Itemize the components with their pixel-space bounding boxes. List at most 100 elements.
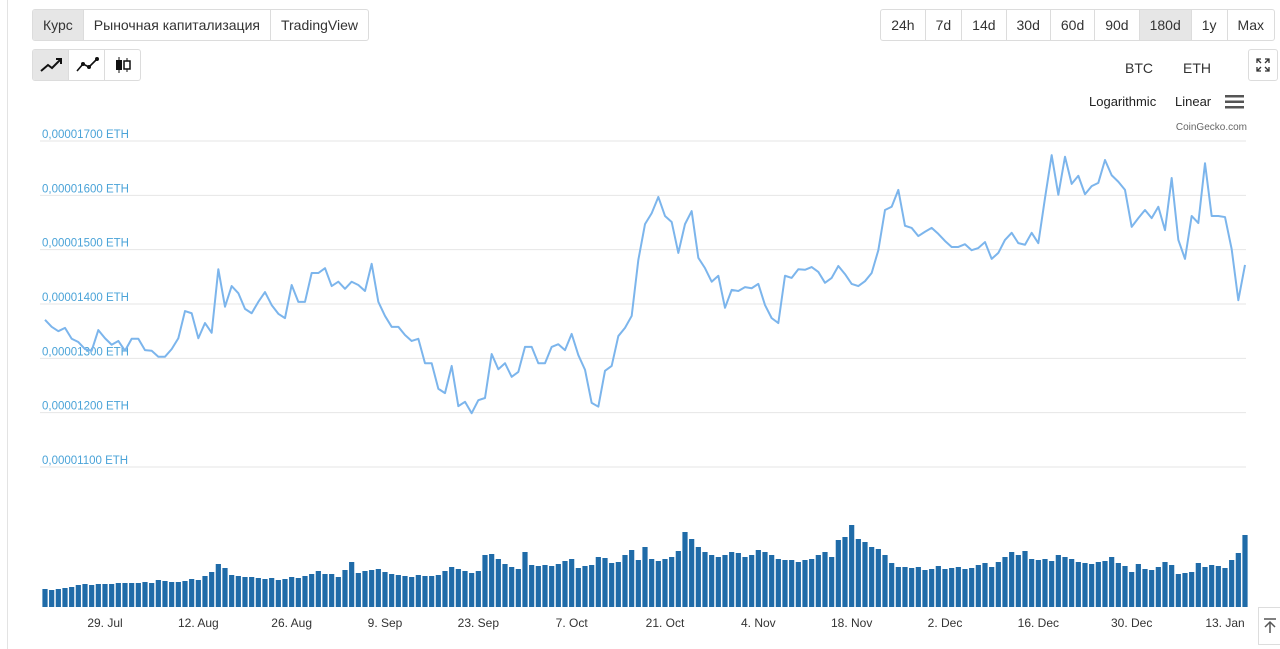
- volume-bar: [469, 573, 475, 607]
- volume-bar: [1082, 563, 1088, 607]
- range-button[interactable]: 14d: [962, 10, 1007, 40]
- volume-bar: [949, 568, 955, 607]
- scale-log[interactable]: Logarithmic: [1089, 94, 1157, 109]
- volume-bar: [562, 561, 568, 607]
- volume-bar: [295, 578, 301, 607]
- x-tick-label: 21. Oct: [646, 616, 685, 630]
- x-tick-label: 26. Aug: [271, 616, 312, 630]
- volume-bar: [589, 565, 595, 607]
- volume-bar: [842, 537, 848, 607]
- volume-bar: [922, 570, 928, 607]
- volume-bar: [1142, 569, 1148, 607]
- volume-bar: [382, 572, 388, 607]
- expand-icon: [1256, 58, 1270, 72]
- volume-bar: [1229, 560, 1235, 607]
- volume-bar: [929, 569, 935, 607]
- toggle[interactable]: ETH: [1183, 60, 1211, 76]
- volume-bar: [649, 559, 655, 607]
- volume-bar: [762, 552, 768, 607]
- volume-bar: [1222, 568, 1228, 607]
- volume-bar: [735, 553, 741, 607]
- volume-bar: [749, 555, 755, 607]
- volume-bar: [489, 554, 495, 607]
- volume-bar: [1149, 570, 1155, 607]
- range-button[interactable]: 30d: [1007, 10, 1051, 40]
- volume-bar: [815, 555, 821, 607]
- range-button[interactable]: 90d: [1095, 10, 1140, 40]
- expand-button[interactable]: [1248, 49, 1278, 81]
- x-tick-label: 2. Dec: [928, 616, 963, 630]
- range-button[interactable]: 24h: [881, 10, 926, 40]
- point-chart-button[interactable]: [69, 50, 105, 80]
- menu-icon[interactable]: [1225, 94, 1245, 110]
- volume-bar: [482, 555, 488, 607]
- volume-bar: [1175, 574, 1181, 607]
- volume-bar: [422, 576, 428, 607]
- volume-bar: [1169, 565, 1175, 607]
- volume-bar: [82, 584, 88, 607]
- range-button[interactable]: 7d: [926, 10, 963, 40]
- x-tick-label: 29. Jul: [87, 616, 122, 630]
- volume-bar: [875, 549, 881, 607]
- x-tick-label: 4. Nov: [741, 616, 776, 630]
- volume-bar: [955, 567, 961, 607]
- volume-bar: [169, 582, 175, 607]
- volume-bar: [789, 560, 795, 607]
- tab[interactable]: TradingView: [280, 17, 359, 33]
- candle-chart-button[interactable]: [105, 50, 140, 80]
- volume-bar: [775, 559, 781, 607]
- volume-bar: [409, 577, 415, 607]
- volume-bar: [1235, 553, 1241, 607]
- volume-bar: [522, 552, 528, 607]
- volume-bar: [55, 589, 61, 607]
- range-button[interactable]: 1y: [1192, 10, 1228, 40]
- volume-bar: [969, 568, 975, 607]
- scroll-top-button[interactable]: [1258, 607, 1280, 645]
- volume-bar: [115, 583, 121, 607]
- volume-bar: [669, 557, 675, 607]
- volume-bar: [1202, 567, 1208, 607]
- volume-bar: [349, 562, 355, 607]
- volume-bar: [402, 576, 408, 607]
- volume-bar: [755, 550, 761, 607]
- tab[interactable]: Рыночная капитализация: [84, 10, 271, 40]
- volume-bar: [1042, 559, 1048, 607]
- y-tick-label: 0,00001400 ETH: [42, 292, 129, 304]
- y-tick-label: 0,00001300 ETH: [42, 346, 129, 358]
- volume-bar: [462, 571, 468, 607]
- volume-bar: [1215, 566, 1221, 607]
- volume-bar: [909, 568, 915, 607]
- volume-bar: [862, 542, 868, 607]
- volume-bar: [375, 569, 381, 607]
- volume-bar: [189, 579, 195, 607]
- scale-linear[interactable]: Linear: [1175, 94, 1212, 109]
- volume-bar: [209, 572, 215, 607]
- volume-bar: [262, 579, 268, 607]
- volume-bar: [935, 566, 941, 607]
- toggle[interactable]: BTC: [1125, 60, 1153, 76]
- volume-bar: [1109, 557, 1115, 607]
- volume-bar: [709, 555, 715, 607]
- volume-bar: [455, 569, 461, 607]
- volume-bar: [389, 574, 395, 607]
- volume-bar: [102, 584, 108, 607]
- volume-bar: [1089, 564, 1095, 607]
- volume-bar: [1015, 555, 1021, 607]
- line-chart-button[interactable]: [33, 50, 69, 80]
- x-tick-label: 18. Nov: [831, 616, 872, 630]
- range-button[interactable]: 180d: [1139, 10, 1192, 40]
- volume-bar: [289, 577, 295, 607]
- volume-bar: [162, 581, 168, 607]
- volume-bar: [175, 582, 181, 607]
- volume-bar: [975, 565, 981, 607]
- range-button[interactable]: 60d: [1051, 10, 1096, 40]
- volume-bar: [429, 576, 435, 607]
- volume-bar: [275, 580, 281, 607]
- volume-bar: [1122, 566, 1128, 607]
- volume-bar: [395, 575, 401, 607]
- tab[interactable]: Курс: [33, 10, 84, 40]
- volume-bar: [255, 578, 261, 607]
- range-button[interactable]: Max: [1237, 17, 1264, 33]
- x-tick-label: 7. Oct: [556, 616, 589, 630]
